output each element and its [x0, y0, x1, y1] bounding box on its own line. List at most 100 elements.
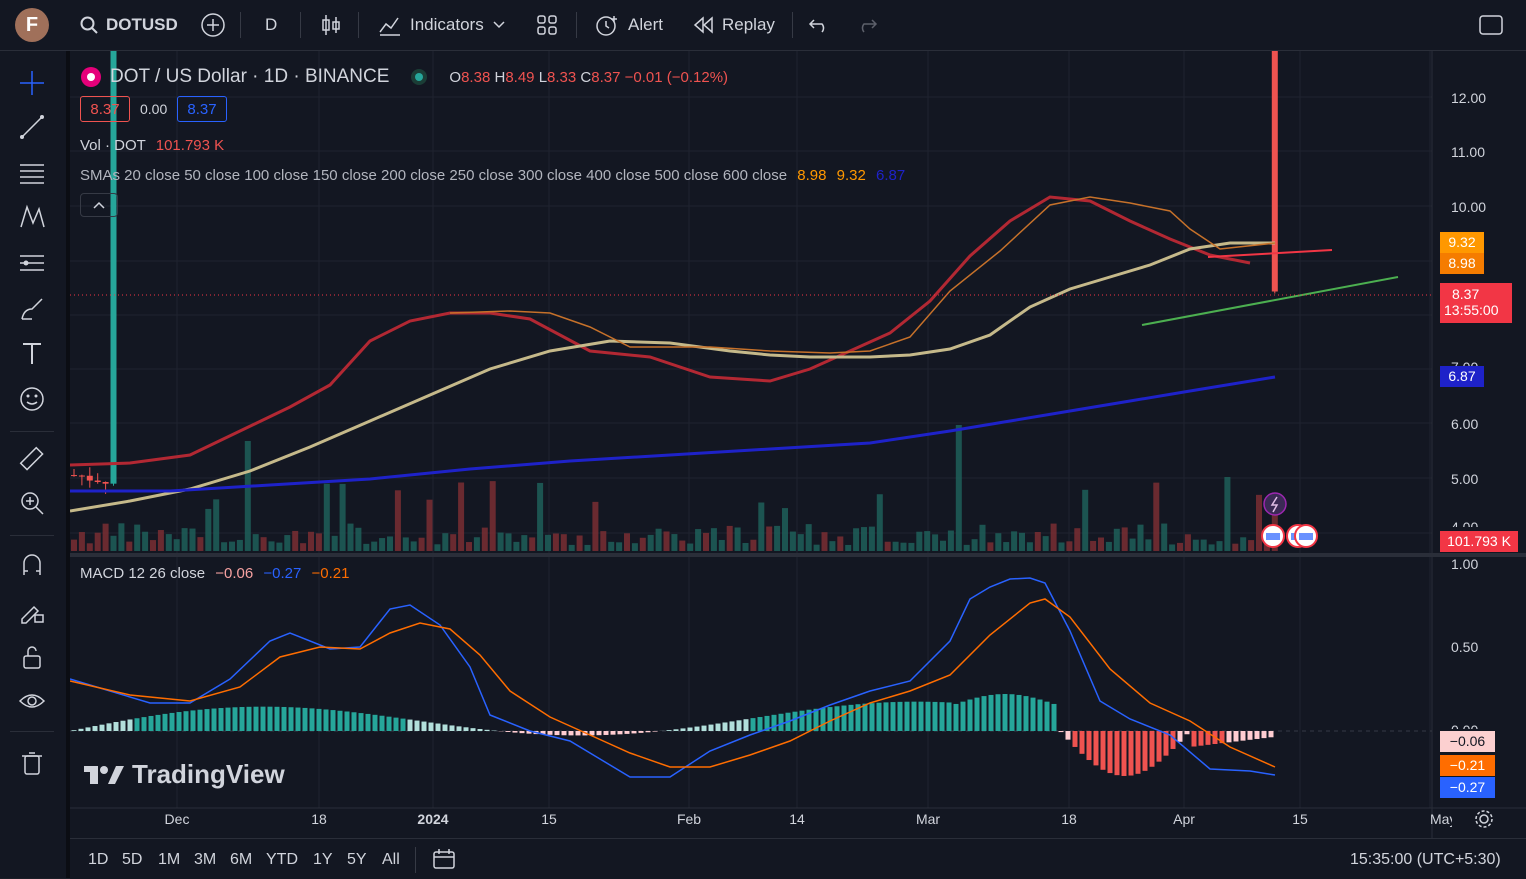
macd-histogram-bar: [555, 731, 560, 735]
macd-label: MACD 12 26 close: [80, 565, 205, 582]
market-status-icon[interactable]: [407, 65, 431, 89]
user-avatar[interactable]: F: [15, 8, 49, 42]
text-tool[interactable]: [16, 337, 48, 369]
sma50-line: [70, 243, 1275, 511]
macd-histogram-bar: [688, 728, 693, 731]
fib-tool[interactable]: [16, 157, 48, 189]
emoji-tool[interactable]: [16, 383, 48, 415]
macd-histogram-bar: [394, 718, 399, 731]
collapse-legend-button[interactable]: [80, 193, 118, 217]
open-label: O: [449, 69, 461, 86]
range-1d[interactable]: 1D: [88, 851, 108, 869]
magnet-tool[interactable]: [16, 549, 48, 581]
candle-body: [71, 475, 77, 476]
range-5d[interactable]: 5D: [122, 851, 142, 869]
symbol-search[interactable]: DOTUSD: [80, 11, 178, 39]
range-6m[interactable]: 6M: [230, 851, 252, 869]
range-all[interactable]: All: [382, 851, 400, 869]
macd-histogram-bar: [275, 707, 280, 731]
macd-histogram-bar: [1157, 731, 1162, 762]
timezone-clock[interactable]: 15:35:00 (UTC+5:30): [1350, 851, 1501, 869]
volume-bar: [1185, 534, 1191, 551]
go-to-date-button[interactable]: [432, 848, 456, 875]
crosshair-tool[interactable]: [16, 67, 48, 99]
macd-histogram-bar: [625, 731, 630, 734]
buy-price-button[interactable]: 8.37: [177, 96, 227, 122]
range-3m[interactable]: 3M: [194, 851, 216, 869]
range-5y[interactable]: 5Y: [347, 851, 367, 869]
volume-bar: [1256, 495, 1262, 551]
volume-bar: [1003, 542, 1009, 551]
macd-histogram-bar: [156, 715, 161, 731]
price-tick: 10.00: [1451, 199, 1486, 215]
indicators-icon: [378, 14, 402, 36]
tradingview-watermark: TradingView: [84, 759, 285, 790]
replay-button[interactable]: Replay: [692, 11, 775, 39]
prediction-tool[interactable]: [16, 247, 48, 279]
redo-button[interactable]: [856, 11, 878, 39]
range-ytd[interactable]: YTD: [266, 851, 298, 869]
fullscreen-button[interactable]: [1478, 11, 1504, 39]
measure-tool[interactable]: [16, 443, 48, 475]
macd-histogram-bar: [1185, 731, 1190, 734]
alert-button[interactable]: Alert: [594, 11, 663, 39]
volume-bar: [877, 494, 883, 551]
watermark-text: TradingView: [132, 759, 285, 790]
chart-area[interactable]: DOT / US Dollar · 1D · BINANCE O8.38 H8.…: [70, 51, 1526, 838]
volume-bar: [229, 542, 235, 551]
volume-bar: [340, 484, 346, 551]
brush-tool[interactable]: [16, 293, 48, 325]
volume-bar: [632, 543, 638, 551]
undo-button[interactable]: [808, 11, 830, 39]
volume-bar: [213, 499, 219, 551]
hide-drawings[interactable]: [16, 685, 48, 717]
volume-bar: [956, 425, 962, 551]
macd-histogram-bar: [793, 712, 798, 731]
avatar-letter: F: [26, 14, 38, 37]
smiley-icon: [18, 385, 46, 413]
sma-value-3: 6.87: [876, 167, 905, 184]
volume-bar: [1059, 542, 1065, 551]
macd-histogram-bar: [464, 727, 469, 731]
macd-histogram-bar: [772, 715, 777, 731]
macd-histogram-bar: [457, 726, 462, 731]
volume-bar: [790, 532, 796, 551]
macd-histogram-bar: [730, 721, 735, 731]
sell-price-button[interactable]: 8.37: [80, 96, 130, 122]
lock-drawings[interactable]: [16, 641, 48, 673]
macd-histogram-bar: [317, 709, 322, 731]
volume-bar: [387, 536, 393, 551]
volume-bar: [1114, 529, 1120, 551]
macd-histogram-bar: [121, 721, 126, 731]
pattern-tool[interactable]: [16, 201, 48, 233]
macd-histogram-bar: [268, 707, 273, 731]
support-trendline: [1142, 277, 1398, 325]
window-icon: [1478, 14, 1504, 36]
macd-histogram-bar: [751, 718, 756, 731]
chart-settings-button[interactable]: [1474, 809, 1494, 834]
chart-type-button[interactable]: [320, 11, 342, 39]
macd-histogram-bar: [170, 713, 175, 731]
volume-bar: [1090, 541, 1096, 551]
macd-histogram-bar: [163, 714, 168, 731]
volume-bar: [1130, 539, 1136, 551]
macd-histogram-bar: [149, 716, 154, 731]
compare-symbol-button[interactable]: [200, 11, 226, 39]
macd-histogram-bar: [681, 728, 686, 731]
range-1m[interactable]: 1M: [158, 851, 180, 869]
time-tick: Apr: [1173, 811, 1195, 827]
volume-bar: [743, 543, 749, 551]
macd-histogram-bar: [975, 698, 980, 731]
layouts-button[interactable]: [536, 11, 558, 39]
alert-label: Alert: [628, 15, 663, 35]
interval-button[interactable]: D: [265, 11, 277, 39]
remove-drawings[interactable]: [16, 747, 48, 779]
indicators-button[interactable]: Indicators: [378, 11, 506, 39]
macd-histogram-bar: [1129, 731, 1134, 776]
zoom-tool[interactable]: [16, 487, 48, 519]
candle-body: [103, 482, 109, 484]
stay-in-drawing-mode[interactable]: [16, 595, 48, 627]
macd-tick: 1.00: [1451, 556, 1478, 572]
range-1y[interactable]: 1Y: [313, 851, 333, 869]
trendline-tool[interactable]: [16, 111, 48, 143]
